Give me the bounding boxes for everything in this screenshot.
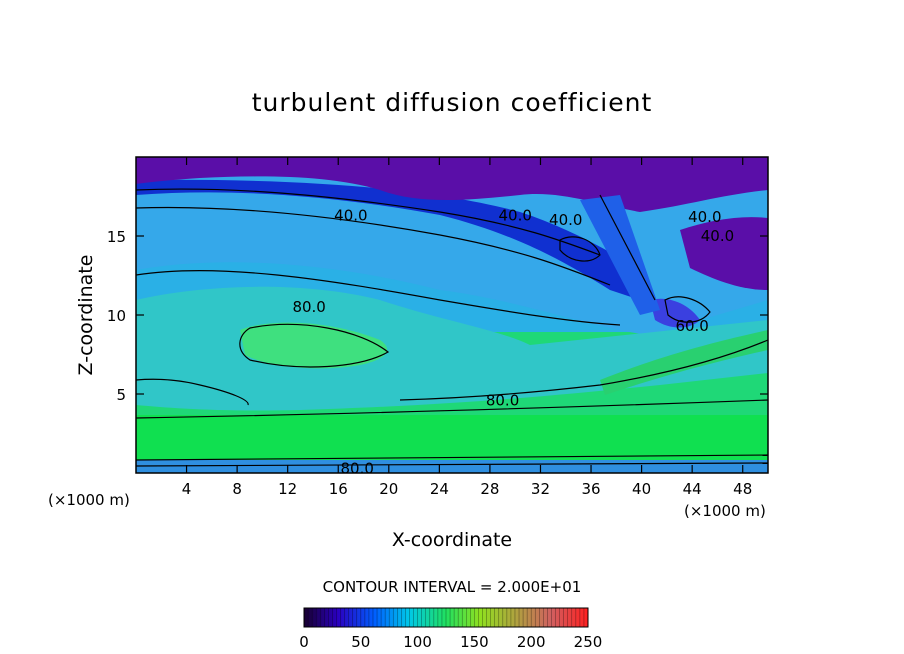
x-tick-label: 16 (329, 480, 348, 498)
contour-label: 80.0 (486, 391, 519, 409)
contour-lines (136, 188, 768, 467)
y-axis-label: Z-coordinate (75, 255, 97, 376)
y-tick-label: 5 (116, 386, 126, 404)
colorbar-ticks: 0 50 100 150 200 250 (299, 633, 602, 651)
x-tick-label: 12 (278, 480, 297, 498)
x-unit-right: (×1000 m) (684, 502, 766, 520)
x-tick-label: 44 (683, 480, 702, 498)
contour-labels: 40.0 40.0 40.0 40.040.080.060.080.080.0 (292, 206, 734, 477)
colorbar-frame (303, 607, 589, 628)
contour-label: 80.0 (292, 298, 325, 316)
x-tick-label: 28 (480, 480, 499, 498)
y-tick-label: 10 (107, 307, 126, 325)
x-tick-label: 20 (379, 480, 398, 498)
x-tick-label: 8 (232, 480, 242, 498)
x-unit-left: (×1000 m) (48, 491, 130, 509)
contour-label: 40.0 (701, 227, 734, 245)
contour-label: 40.0 (334, 206, 367, 224)
contour-label: 60.0 (675, 317, 708, 335)
colorbar-tick-label: 0 (299, 633, 309, 651)
x-tick-label: 48 (733, 480, 752, 498)
contour-interval: CONTOUR INTERVAL = 2.000E+01 (323, 578, 582, 596)
feature-streak (580, 195, 660, 315)
y-axis-ticks: 5 10 15 (107, 228, 768, 404)
x-axis-ticks: 4 8 12 16 20 24 28 32 36 40 44 48 (182, 157, 752, 498)
colorbar-stripes (303, 608, 589, 627)
x-tick-label: 4 (182, 480, 192, 498)
x-tick-label: 40 (632, 480, 651, 498)
band-purple-right (680, 217, 768, 290)
colorbar-tick-label: 50 (351, 633, 370, 651)
contour-label: 40.0 (498, 206, 531, 224)
y-tick-label: 15 (107, 228, 126, 246)
colorbar (304, 608, 588, 627)
plot-area: 40.0 40.0 40.0 40.040.080.060.080.080.0 (136, 157, 768, 477)
field-bottom (136, 460, 768, 473)
feature-jet (650, 298, 700, 328)
x-axis-label: X-coordinate (392, 529, 512, 551)
contour-label: 40.0 (688, 208, 721, 226)
field-lower (136, 415, 768, 465)
band-dark-blue (136, 179, 640, 300)
feature-tongue (600, 330, 768, 395)
colorbar-tick-label: 150 (460, 633, 489, 651)
x-tick-label: 36 (581, 480, 600, 498)
chart-title: turbulent diffusion coefficient (252, 88, 653, 117)
x-tick-label: 32 (531, 480, 550, 498)
contour-label: 80.0 (340, 459, 373, 477)
colorbar-tick-label: 100 (403, 633, 432, 651)
colorbar-tick-label: 200 (517, 633, 546, 651)
colorbar-tick-label: 250 (574, 633, 603, 651)
contour-label: 40.0 (549, 211, 582, 229)
x-tick-label: 24 (430, 480, 449, 498)
